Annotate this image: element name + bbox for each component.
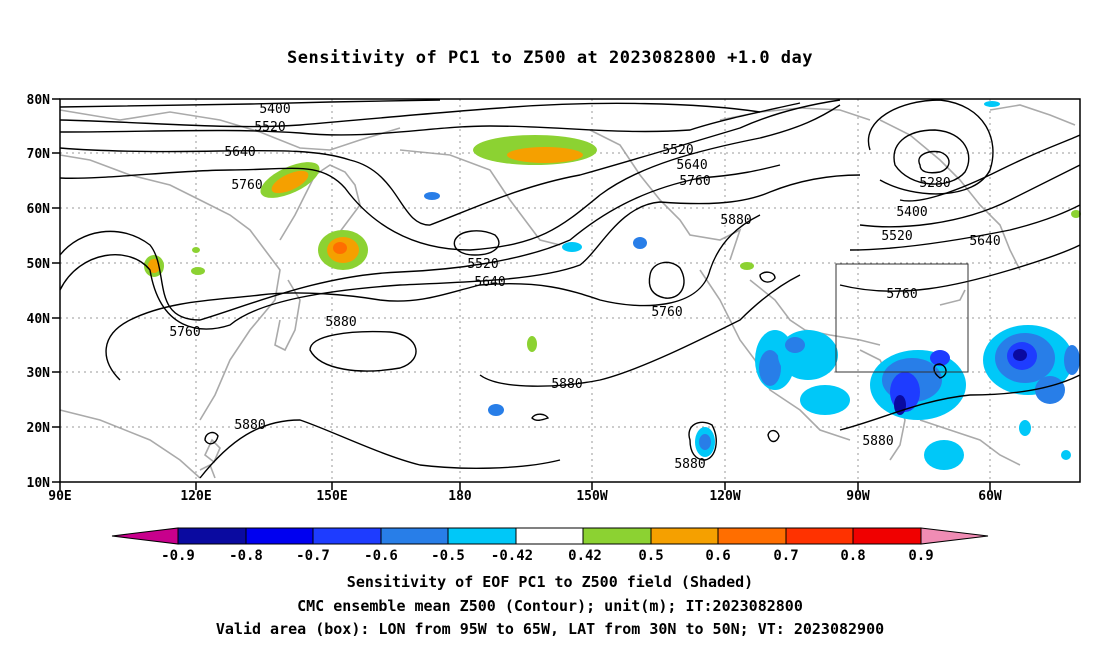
contour-labels: 5400 5520 5640 5760 5280 5400 5520 5640 … (169, 102, 1000, 472)
lat-label: 20N (27, 421, 51, 436)
contour-label: 5760 (231, 178, 262, 193)
contour-label: 5760 (169, 325, 200, 340)
colorbar-segment (717, 527, 787, 545)
lat-labels: 80N 70N 60N 50N 40N 30N 20N 10N (27, 93, 51, 491)
sensitivity-shading (144, 101, 1081, 470)
colorbar-label: 0.6 (705, 548, 730, 564)
colorbar-label: -0.5 (431, 548, 465, 564)
contour-label: 5400 (259, 102, 290, 117)
lon-label: 180 (448, 489, 472, 504)
lat-label: 70N (27, 147, 51, 162)
colorbar-low-end (111, 527, 179, 545)
contour-label: 5880 (234, 418, 265, 433)
map-frame (59, 98, 1081, 483)
colorbar-segment (515, 527, 584, 545)
colorbar-label: 0.42 (568, 548, 602, 564)
contour-label: 5640 (969, 234, 1000, 249)
contour-label: 5640 (474, 275, 505, 290)
contour-label: 5520 (662, 143, 693, 158)
colorbar-segment (852, 527, 922, 545)
colorbar-segment (650, 527, 719, 545)
contour-label: 5640 (224, 145, 255, 160)
contour-label: 5880 (551, 377, 582, 392)
lon-label: 60W (978, 489, 1002, 504)
contour-label: 5880 (674, 457, 705, 472)
contour-label: 5880 (720, 213, 751, 228)
lon-label: 120E (180, 489, 211, 504)
lon-label: 150E (316, 489, 347, 504)
contour-label: 5760 (679, 174, 710, 189)
colorbar (111, 527, 989, 545)
colorbar-segment (785, 527, 854, 545)
contour-label: 5400 (896, 205, 927, 220)
valid-area-box (835, 263, 969, 373)
colorbar-segment (245, 527, 314, 545)
colorbar-labels: -0.9 -0.8 -0.7 -0.6 -0.5 -0.42 0.42 0.5 … (161, 548, 934, 564)
lon-labels: 90E 120E 150E 180 150W 120W 90W 60W (48, 489, 1002, 504)
lat-label: 40N (27, 312, 51, 327)
lat-label: 10N (27, 476, 51, 491)
colorbar-label: 0.5 (638, 548, 663, 564)
contour-label: 5520 (254, 120, 285, 135)
z500-contours (59, 99, 1081, 479)
colorbar-label: 0.7 (773, 548, 798, 564)
contour-label: 5880 (325, 315, 356, 330)
colorbar-segment (447, 527, 517, 545)
lon-label: 90W (846, 489, 870, 504)
colorbar-label: -0.42 (491, 548, 533, 564)
lat-label: 60N (27, 202, 51, 217)
contour-label: 5520 (467, 257, 498, 272)
lat-axis (52, 98, 60, 483)
map-title: Sensitivity of PC1 to Z500 at 2023082800… (286, 48, 813, 68)
colorbar-segment (177, 527, 247, 545)
colorbar-segment (312, 527, 382, 545)
contour-label: 5280 (919, 176, 950, 191)
lat-label: 80N (27, 93, 51, 108)
footer-line-contour: CMC ensemble mean Z500 (Contour); unit(m… (297, 597, 803, 615)
lon-label: 150W (576, 489, 607, 504)
contour-label: 5640 (676, 158, 707, 173)
lon-label: 90E (48, 489, 71, 504)
colorbar-label: -0.9 (161, 548, 195, 564)
lon-label: 120W (709, 489, 740, 504)
contour-label: 5760 (651, 305, 682, 320)
footer-line-shading: Sensitivity of EOF PC1 to Z500 field (Sh… (346, 573, 754, 591)
colorbar-high-end (920, 527, 989, 545)
lon-axis (59, 482, 991, 490)
contour-label: 5520 (881, 229, 912, 244)
colorbar-segment (582, 527, 652, 545)
lat-label: 50N (27, 257, 51, 272)
colorbar-label: 0.9 (908, 548, 933, 564)
lat-label: 30N (27, 366, 51, 381)
footer-line-valid-area: Valid area (box): LON from 95W to 65W, L… (215, 620, 885, 638)
colorbar-label: 0.8 (840, 548, 865, 564)
colorbar-label: -0.8 (229, 548, 263, 564)
graticule (60, 99, 1080, 482)
positive-patches (144, 135, 1081, 352)
contour-label: 5760 (886, 287, 917, 302)
contour-label: 5880 (862, 434, 893, 449)
negative-patches (424, 101, 1080, 470)
colorbar-label: -0.7 (296, 548, 330, 564)
colorbar-label: -0.6 (364, 548, 398, 564)
colorbar-segment (380, 527, 449, 545)
